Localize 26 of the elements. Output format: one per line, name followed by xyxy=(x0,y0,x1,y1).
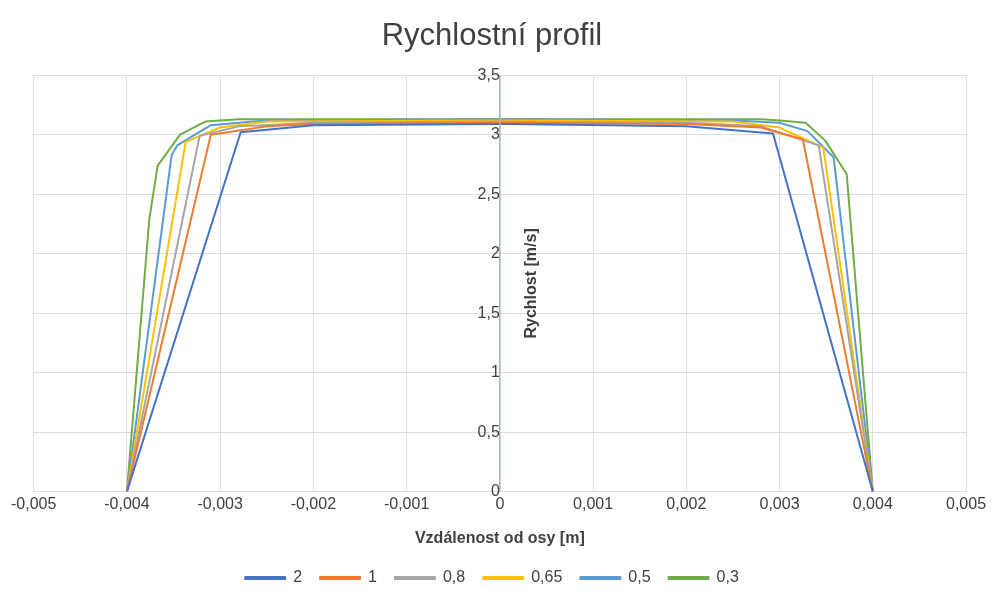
x-tick-label: 0,003 xyxy=(759,494,800,512)
y-tick-label: 1 xyxy=(490,363,500,381)
chart-title: Rychlostní profil xyxy=(381,17,603,53)
y-axis-title: Rychlost [m/s] xyxy=(522,228,540,339)
legend-label: 0,3 xyxy=(716,568,739,586)
y-tick-label: 3 xyxy=(490,125,500,143)
x-tick-label: -0,002 xyxy=(290,494,337,512)
x-tick-label: -0,005 xyxy=(11,494,57,512)
legend-label: 1 xyxy=(368,568,378,586)
y-tick-label: 2 xyxy=(490,244,500,262)
y-tick-label: 3,5 xyxy=(477,65,500,83)
x-axis-title: Vzdálenost od osy [m] xyxy=(414,528,585,546)
x-tick-label: -0,004 xyxy=(104,494,150,512)
x-tick-label: 0,001 xyxy=(573,494,614,512)
legend-label: 0,65 xyxy=(531,568,563,586)
x-tick-label: 0,002 xyxy=(666,494,707,512)
y-tick-label: 1,5 xyxy=(477,303,500,321)
x-tick-label: 0,005 xyxy=(945,494,987,512)
x-tick-label: -0,003 xyxy=(197,494,243,512)
y-tick-label: 0,5 xyxy=(477,422,500,440)
legend-label: 0,8 xyxy=(442,568,466,586)
legend-label: 2 xyxy=(293,568,303,586)
y-tick-label: 2,5 xyxy=(477,184,500,202)
x-tick-label: 0,004 xyxy=(852,494,893,512)
legend-label: 0,5 xyxy=(628,568,651,586)
x-tick-label: -0,001 xyxy=(383,494,430,512)
